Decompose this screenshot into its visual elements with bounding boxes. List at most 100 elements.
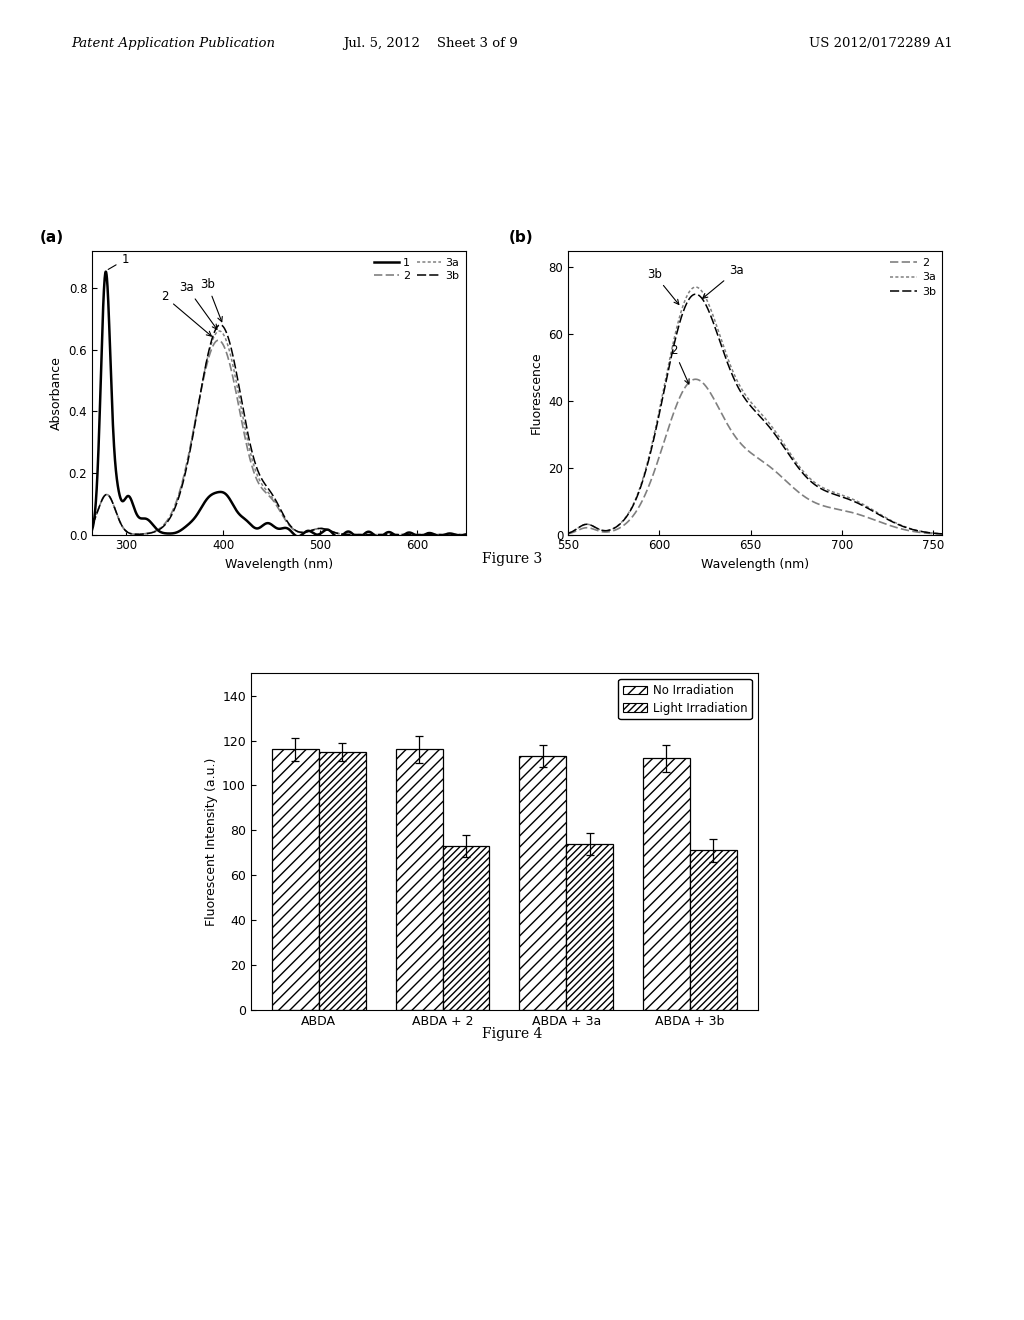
2 (582, 520, 594, 536)
3a (450, 527, 462, 543)
3b (562, 525, 574, 541)
Text: 3a: 3a (179, 281, 217, 329)
3a (258, 479, 270, 495)
3a (268, 492, 281, 508)
1 (86, 521, 98, 537)
X-axis label: Wavelength (nm): Wavelength (nm) (701, 558, 809, 572)
Text: 3b: 3b (647, 268, 679, 305)
Line: 3b: 3b (92, 325, 466, 535)
2 (936, 527, 948, 543)
Bar (395, 750, 442, 1010)
2 (562, 525, 574, 541)
Text: 1: 1 (109, 253, 129, 269)
1 (450, 527, 462, 543)
3a (562, 525, 574, 541)
Line: 2: 2 (92, 341, 466, 535)
Legend: 1, 2, 3a, 3b: 1, 2, 3a, 3b (370, 253, 464, 285)
2 (925, 525, 937, 541)
1 (105, 380, 118, 396)
Text: 2: 2 (161, 290, 211, 337)
Text: Jul. 5, 2012    Sheet 3 of 9: Jul. 5, 2012 Sheet 3 of 9 (343, 37, 517, 50)
Text: US 2012/0172289 A1: US 2012/0172289 A1 (809, 37, 952, 50)
1 (450, 527, 462, 543)
3a (105, 491, 118, 507)
Bar (690, 850, 736, 1010)
Line: 2: 2 (568, 379, 942, 535)
3b (925, 525, 937, 541)
3a (936, 525, 948, 541)
3b (744, 397, 757, 413)
Text: (b): (b) (509, 230, 534, 246)
Text: 2: 2 (671, 345, 689, 384)
3b (86, 516, 98, 532)
2 (744, 445, 757, 461)
Text: 3a: 3a (702, 264, 743, 298)
2 (381, 527, 393, 543)
3a (689, 279, 701, 294)
Bar (643, 759, 690, 1010)
3b (381, 527, 393, 543)
2 (689, 371, 701, 387)
Bar (566, 843, 613, 1010)
Legend: 2, 3a, 3b: 2, 3a, 3b (885, 253, 940, 301)
Text: 3b: 3b (200, 277, 222, 322)
2 (212, 333, 224, 348)
3b (258, 475, 270, 491)
Line: 3a: 3a (92, 331, 466, 535)
Y-axis label: Absorbance: Absorbance (50, 356, 63, 429)
1 (268, 519, 281, 535)
3b (214, 317, 226, 333)
Line: 3b: 3b (568, 294, 942, 533)
3b (450, 527, 462, 543)
2 (734, 436, 746, 451)
Line: 3a: 3a (568, 286, 942, 533)
3b (689, 286, 701, 302)
Legend: No Irradiation, Light Irradiation: No Irradiation, Light Irradiation (618, 678, 752, 719)
Bar (318, 752, 366, 1010)
X-axis label: Wavelength (nm): Wavelength (nm) (225, 558, 333, 572)
Bar (272, 750, 318, 1010)
2 (857, 508, 869, 524)
2 (105, 491, 118, 507)
3b (926, 525, 938, 541)
Text: Figure 3: Figure 3 (482, 552, 542, 566)
3b (449, 527, 461, 543)
2 (450, 527, 462, 543)
Text: (a): (a) (40, 230, 63, 246)
3b (268, 490, 281, 506)
3a (734, 379, 746, 395)
3a (213, 323, 225, 339)
2 (86, 516, 98, 532)
1 (99, 264, 112, 280)
Y-axis label: Fluorescent Intensity (a.u.): Fluorescent Intensity (a.u.) (205, 758, 218, 925)
3b (105, 491, 118, 507)
1 (352, 529, 365, 545)
2 (926, 525, 938, 541)
1 (258, 516, 270, 532)
2 (449, 527, 461, 543)
3b (857, 498, 869, 513)
Line: 1: 1 (92, 272, 466, 537)
3a (925, 525, 937, 541)
3a (86, 516, 98, 532)
Bar (519, 756, 566, 1010)
2 (258, 483, 270, 499)
3a (381, 527, 393, 543)
1 (381, 524, 393, 540)
Text: Figure 4: Figure 4 (482, 1027, 542, 1041)
3b (936, 525, 948, 541)
3b (460, 527, 472, 543)
Y-axis label: Fluorescence: Fluorescence (530, 351, 543, 434)
1 (460, 527, 472, 543)
2 (460, 527, 472, 543)
3a (449, 527, 461, 543)
Text: Patent Application Publication: Patent Application Publication (72, 37, 275, 50)
3a (744, 393, 757, 409)
3a (857, 496, 869, 512)
3a (926, 525, 938, 541)
3a (460, 527, 472, 543)
3b (734, 383, 746, 399)
3b (582, 516, 594, 532)
2 (268, 494, 281, 510)
3a (582, 516, 594, 532)
